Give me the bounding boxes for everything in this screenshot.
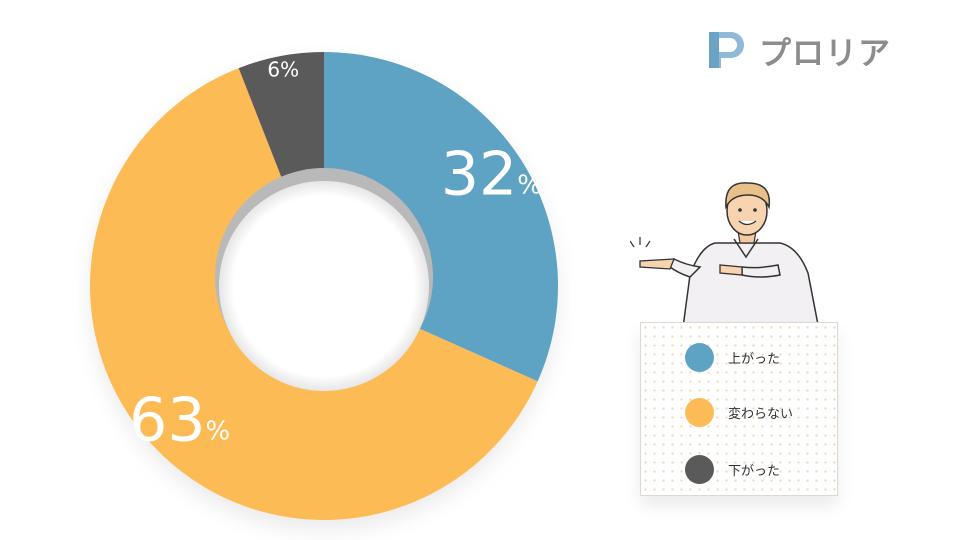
legend-label-same: 変わらない [728, 407, 794, 422]
brand-logo: プロリア [705, 26, 915, 72]
legend-item-same: 変わらない [685, 398, 793, 427]
legend-label-up: 上がった [728, 352, 781, 367]
brand-mark-icon [709, 32, 744, 68]
data-label-down: 6% [267, 57, 299, 81]
legend-swatch-down [685, 455, 714, 484]
legend-swatch-same [685, 398, 714, 427]
legend-label-down: 下がった [728, 464, 781, 479]
legend-swatch-up [685, 343, 714, 372]
data-label-same: 63% [129, 385, 230, 455]
brand-name: プロリア [759, 34, 892, 72]
donut-hole [219, 181, 429, 391]
legend-item-down: 下がった [685, 455, 780, 484]
data-label-up: 32% [441, 139, 542, 209]
chart-legend: 上がった 変わらない 下がった [640, 322, 838, 496]
legend-item-up: 上がった [685, 343, 780, 372]
pointing-man-illustration [630, 182, 821, 335]
donut-chart: 32% 63% 6% [90, 52, 558, 520]
